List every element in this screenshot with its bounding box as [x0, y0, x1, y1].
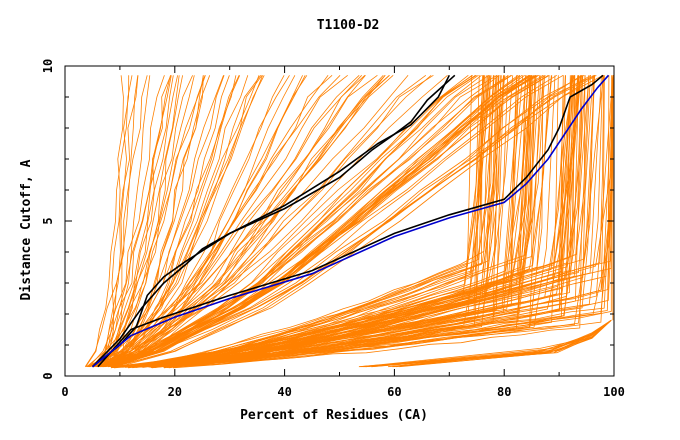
model-curve	[102, 74, 498, 368]
model-curve	[102, 75, 211, 368]
x-axis-label: Percent of Residues (CA)	[240, 408, 428, 423]
model-curve	[97, 74, 427, 368]
model-curve	[118, 75, 610, 367]
x-tick-label: 0	[61, 385, 68, 399]
model-curve	[117, 75, 386, 368]
model-curve	[95, 74, 550, 368]
x-tick-label: 60	[387, 385, 401, 399]
model-curve	[120, 75, 574, 368]
x-tick-label: 40	[277, 385, 291, 399]
x-tick-label: 80	[497, 385, 511, 399]
model-curve	[164, 75, 575, 368]
series-line	[92, 74, 456, 368]
model-curve	[108, 74, 482, 368]
y-tick-label: 10	[41, 59, 55, 73]
model-curve	[113, 75, 230, 368]
orange-curve-bundle	[84, 74, 614, 369]
model-curve	[89, 74, 448, 368]
model-curve	[127, 75, 487, 367]
model-curve	[93, 74, 378, 368]
series-line	[97, 74, 604, 368]
model-curve	[108, 74, 564, 368]
model-curve	[101, 75, 409, 368]
model-curve	[140, 75, 532, 366]
model-curve	[115, 75, 366, 368]
model-curve	[166, 75, 486, 367]
model-curve	[135, 75, 550, 367]
model-curve	[116, 74, 476, 368]
x-tick-label: 100	[603, 385, 625, 399]
model-curve	[88, 75, 386, 368]
model-curve	[99, 74, 348, 368]
model-curve	[85, 75, 133, 367]
model-curve	[108, 75, 124, 367]
model-curve	[395, 319, 612, 368]
model-curve	[172, 75, 590, 369]
model-curve	[101, 74, 479, 368]
model-curve	[95, 75, 206, 367]
model-curve	[111, 75, 130, 367]
model-curve	[125, 75, 602, 367]
model-curve	[134, 75, 573, 368]
model-curve	[94, 75, 165, 367]
model-curve	[100, 75, 224, 368]
model-curve	[155, 75, 529, 367]
model-curve	[134, 75, 520, 366]
model-curve	[162, 75, 614, 367]
model-curve	[92, 75, 394, 368]
model-curve	[87, 75, 362, 368]
model-curve	[360, 319, 612, 368]
chart-title: T1100-D2	[317, 18, 380, 33]
model-curve	[129, 75, 614, 366]
series-line	[91, 74, 451, 368]
y-axis-label: Distance Cutoff, A	[19, 159, 34, 300]
x-tick-label: 20	[168, 385, 182, 399]
y-tick-label: 5	[41, 217, 55, 224]
series-layer	[91, 74, 610, 368]
model-curve	[101, 75, 171, 367]
series-line	[91, 74, 610, 368]
model-curve	[142, 75, 494, 367]
model-curve	[154, 75, 580, 367]
model-curve	[103, 75, 285, 368]
model-curve	[113, 75, 384, 368]
y-tick-label: 0	[41, 372, 55, 379]
model-curve	[96, 75, 139, 367]
model-curve	[114, 74, 582, 368]
model-curve	[393, 319, 612, 368]
axis-ticks	[64, 65, 615, 377]
model-curve	[164, 75, 530, 367]
model-curve	[150, 75, 586, 366]
model-curve	[120, 75, 594, 368]
model-curve	[84, 75, 148, 367]
model-curve	[115, 75, 366, 368]
model-curve	[100, 75, 151, 367]
model-curve	[146, 75, 614, 367]
model-curve	[116, 74, 523, 368]
model-curve	[105, 75, 249, 368]
